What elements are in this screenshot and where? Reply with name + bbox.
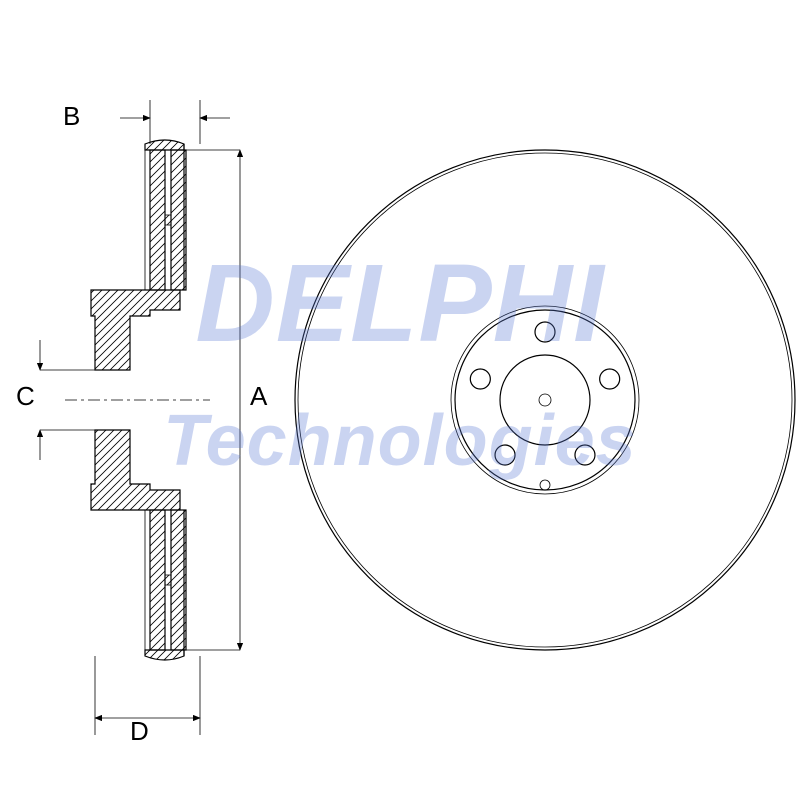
dimension-label-a: A bbox=[250, 381, 268, 411]
dimension-label-d: D bbox=[130, 716, 149, 746]
dimension-label-c: C bbox=[16, 381, 35, 411]
dimension-lines bbox=[40, 100, 240, 735]
dimension-label-b: B bbox=[63, 101, 80, 131]
technical-drawing: A B C D bbox=[0, 0, 800, 800]
disc-front-view bbox=[295, 150, 795, 650]
disc-side-section-view bbox=[65, 140, 210, 660]
